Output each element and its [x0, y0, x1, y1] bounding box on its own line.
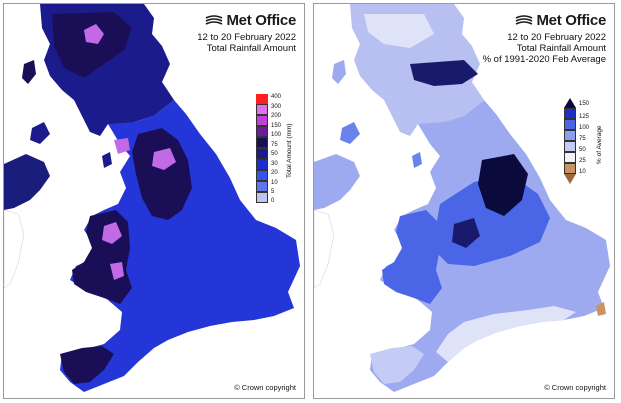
legend-tick: 100 — [271, 132, 282, 138]
rainfall-amount-map — [4, 4, 300, 392]
rainfall-percent-map — [314, 4, 610, 392]
copyright-notice: © Crown copyright — [234, 383, 296, 392]
ireland-south-landmass — [4, 209, 25, 289]
legend-swatch-2 — [564, 119, 576, 130]
legend-tick: 75 — [579, 136, 586, 142]
north-midlands-dark — [478, 154, 528, 216]
legend-swatch-9 — [256, 192, 268, 203]
legend-title: % of Average — [596, 125, 603, 164]
met-office-brand: Met Office — [536, 12, 606, 29]
wales-landmass — [72, 210, 132, 304]
legend-tick: 300 — [271, 104, 282, 110]
legend-swatch-4 — [256, 137, 268, 148]
date-range: 12 to 20 February 2022 — [197, 32, 296, 43]
map-title: Total Rainfall Amount — [206, 43, 296, 54]
legend-tick: 10 — [271, 180, 278, 186]
isle-of-man — [412, 152, 422, 168]
map-caption: 12 to 20 February 2022 Total Rainfall Am… — [197, 32, 296, 54]
legend-swatch-0 — [564, 98, 576, 108]
met-office-logo-icon — [206, 14, 223, 25]
legend-tick: 400 — [271, 94, 282, 100]
pennines-dark — [132, 128, 192, 220]
legend-swatch-5 — [564, 152, 576, 163]
ireland-landmass — [4, 154, 50, 210]
lake-district-purple-2 — [114, 138, 130, 154]
southwest-dark — [60, 346, 114, 384]
wales-landmass — [382, 210, 442, 304]
legend-swatch-1 — [564, 108, 576, 119]
copyright-notice: © Crown copyright — [544, 383, 606, 392]
legend-tick: 20 — [271, 170, 278, 176]
midlands-dark-2 — [452, 218, 480, 248]
met-office-logo: Met Office — [515, 12, 606, 29]
scotland-central-belt — [410, 60, 478, 86]
wales-purple-1 — [102, 222, 122, 244]
legend-swatch-6 — [256, 159, 268, 170]
southwest-region — [370, 346, 424, 384]
legend-swatch-7 — [564, 174, 576, 184]
ireland-south-landmass — [314, 209, 335, 289]
legend-tick: 50 — [579, 147, 586, 153]
map-subtitle: % of 1991-2020 Feb Average — [482, 54, 606, 65]
mull-island — [340, 122, 360, 144]
scotland-highlands-pale — [364, 14, 434, 48]
map-title: Total Rainfall Amount — [516, 43, 606, 54]
hebrides-islands — [332, 60, 346, 84]
legend-swatch-1 — [256, 104, 268, 115]
legend-tick: 25 — [579, 158, 586, 164]
legend-swatch-6 — [564, 163, 576, 174]
scotland-peaks — [84, 24, 104, 44]
legend-swatch-3 — [256, 126, 268, 137]
legend-swatch-8 — [256, 181, 268, 192]
legend-swatch-3 — [564, 130, 576, 141]
legend-swatch-7 — [256, 170, 268, 181]
map-caption: 12 to 20 February 2022 Total Rainfall Am… — [483, 32, 606, 65]
legend-swatch-2 — [256, 115, 268, 126]
legend-tick: 150 — [271, 123, 282, 129]
legend-swatch-0 — [256, 94, 268, 104]
hebrides-islands — [22, 60, 36, 84]
legend-tick: 50 — [271, 151, 278, 157]
wales-purple-2 — [110, 262, 124, 280]
legend-tick: 100 — [579, 125, 590, 131]
legend-tick: 125 — [579, 114, 590, 120]
legend-swatch-5 — [256, 148, 268, 159]
legend-tick: 0 — [271, 198, 275, 204]
met-office-brand: Met Office — [226, 12, 296, 29]
legend-swatch-4 — [564, 141, 576, 152]
legend-tick: 10 — [579, 169, 586, 175]
legend-tick: 75 — [271, 142, 278, 148]
mull-island — [30, 122, 50, 144]
legend-tick: 30 — [271, 161, 278, 167]
below-average-patch — [596, 302, 606, 316]
ireland-landmass — [314, 154, 360, 210]
scotland-highlands-dark — [52, 12, 132, 78]
rainfall-amount-map-panel: Met Office 12 to 20 February 2022 Total … — [3, 3, 305, 399]
legend-tick: 150 — [579, 101, 590, 107]
legend-tick: 200 — [271, 113, 282, 119]
england-landmass — [60, 100, 300, 392]
isle-of-man — [102, 152, 112, 168]
date-range: 12 to 20 February 2022 — [507, 32, 606, 43]
rainfall-percent-map-panel: Met Office 12 to 20 February 2022 Total … — [313, 3, 615, 399]
legend-tick: 5 — [271, 189, 275, 195]
met-office-logo: Met Office — [205, 12, 296, 29]
lake-district-purple — [152, 148, 176, 170]
met-office-logo-icon — [516, 14, 533, 25]
legend-title: Total Amount (mm) — [286, 123, 293, 178]
south-england-pale — [436, 306, 576, 362]
